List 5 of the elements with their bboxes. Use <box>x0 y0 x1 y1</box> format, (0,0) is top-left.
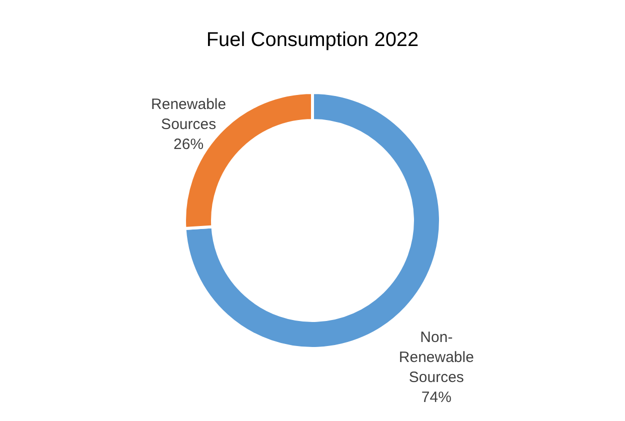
chart-title: Fuel Consumption 2022 <box>206 29 419 51</box>
slice-label: Non-Renewable Sources <box>398 328 474 386</box>
slice-label: Renewable Sources <box>151 96 226 134</box>
data-label: 74% <box>421 388 452 406</box>
data-label: 26% <box>174 136 204 154</box>
